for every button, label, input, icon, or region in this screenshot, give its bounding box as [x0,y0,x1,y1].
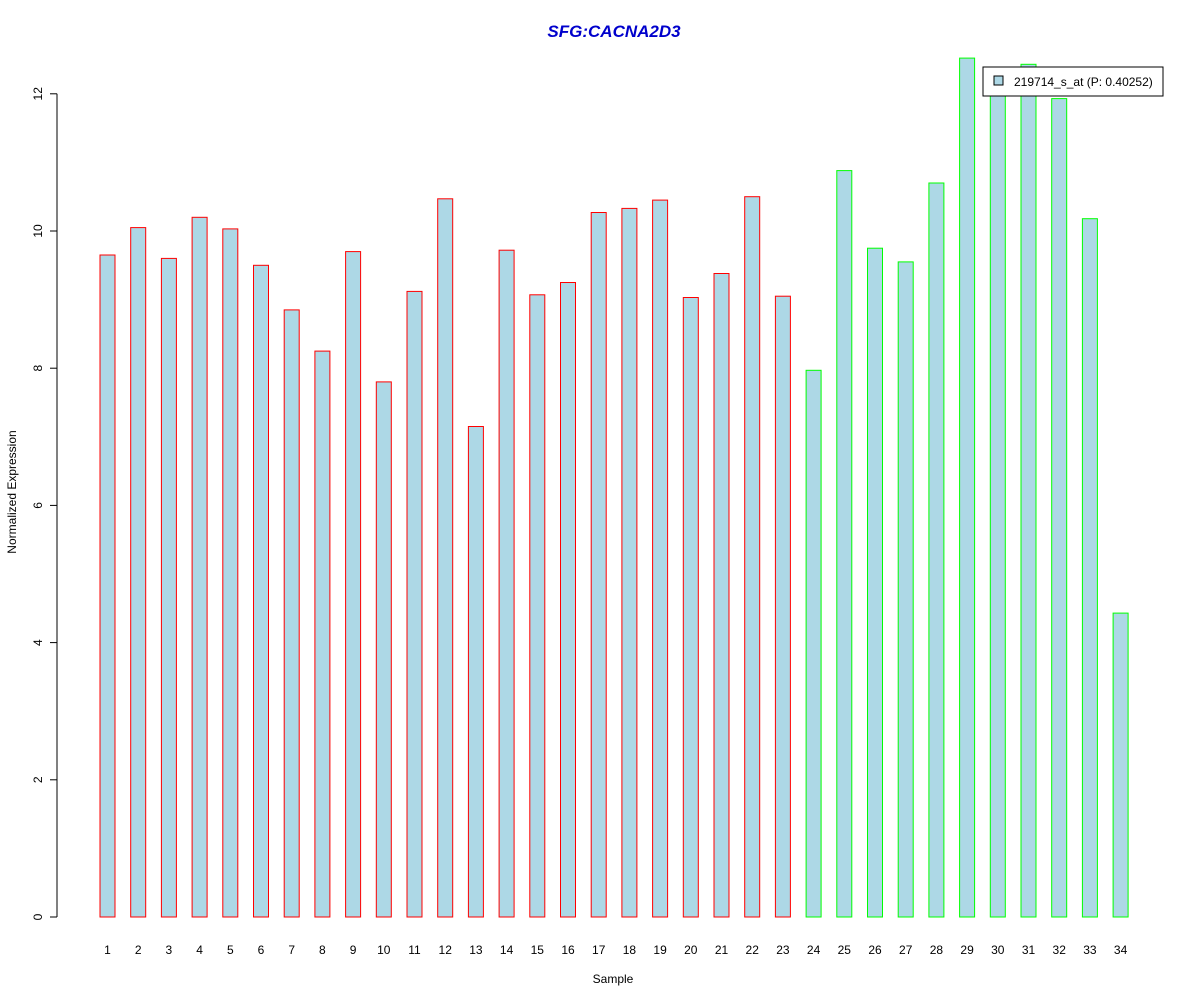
bar [345,251,362,918]
legend-box [982,66,1164,97]
bar [590,212,607,918]
x-axis-tick-label: 22 [746,943,760,957]
bar [253,264,269,918]
bar [682,297,699,918]
bar [652,199,669,918]
bar [560,282,576,918]
bar [805,369,822,918]
bar [529,294,546,918]
x-axis-tick-label: 10 [377,943,391,957]
x-axis-tick-label: 26 [868,943,882,957]
bar [867,247,883,918]
x-axis-tick-label: 31 [1022,943,1036,957]
y-axis: 0 2 4 6 8 10 12 [31,87,58,920]
y-axis-tick-label: 2 [31,776,45,783]
bar [406,290,423,918]
bar [1112,612,1129,918]
x-axis-tick-label: 19 [653,943,667,957]
bar [744,196,761,918]
legend-label: 219714_s_at (P: 0.40252) [1014,75,1153,89]
x-axis-tick-label: 3 [166,943,173,957]
x-axis-tick-label: 7 [288,943,295,957]
x-axis-tick-label: 25 [838,943,852,957]
x-axis-tick-label: 8 [319,943,326,957]
bar [959,57,976,918]
x-axis-tick-label: 6 [258,943,265,957]
x-axis-tick-label: 20 [684,943,698,957]
y-axis-tick-label: 4 [31,639,45,646]
bar [191,216,208,918]
x-axis-tick-label: 24 [807,943,821,957]
bar-series [99,57,1129,918]
x-axis-tick-label: 1 [104,943,111,957]
x-axis-tick-label: 2 [135,943,142,957]
x-axis-tick-label: 21 [715,943,729,957]
x-axis-tick-labels: 1 2 3 4 5 6 7 8 9 10 11 12 13 14 15 16 17 18 19 20 21 22 23 24 2… [104,943,1127,957]
bar [99,254,116,918]
legend-swatch [993,75,1004,86]
x-axis-tick-label: 32 [1053,943,1067,957]
x-axis-tick-label: 18 [623,943,637,957]
bar [1081,218,1098,918]
x-axis-tick-label: 12 [439,943,453,957]
legend: 219714_s_at (P: 0.40252) [982,66,1164,97]
x-axis-tick-label: 9 [350,943,357,957]
y-axis-label: Normalized Expression [5,430,19,553]
bar [897,261,914,918]
y-axis-tick-label: 8 [31,365,45,372]
x-axis-tick-label: 28 [930,943,944,957]
bar [467,426,484,918]
x-axis-tick-label: 5 [227,943,234,957]
bar [314,350,331,918]
x-axis-tick-label: 4 [196,943,203,957]
bar [222,228,239,918]
x-axis-tick-label: 23 [776,943,790,957]
x-axis-label: Sample [593,972,634,986]
bar [283,309,300,918]
x-axis-tick-label: 17 [592,943,606,957]
bar [130,227,147,918]
y-axis-tick-label: 0 [31,913,45,920]
x-axis-tick-label: 33 [1083,943,1097,957]
bar [621,207,638,918]
y-axis-tick-label: 10 [31,224,45,238]
bar [989,89,1006,918]
chart-title: SFG:CACNA2D3 [547,22,681,41]
x-axis-tick-label: 27 [899,943,913,957]
x-axis-tick-label: 13 [469,943,483,957]
bar [928,182,945,918]
x-axis-tick-label: 14 [500,943,514,957]
x-axis-tick-label: 16 [561,943,575,957]
bar [437,198,454,918]
bar [1020,63,1037,918]
bar [1051,98,1068,918]
y-axis-tick-label: 6 [31,502,45,509]
bar [160,257,177,918]
x-axis-tick-label: 15 [531,943,545,957]
x-axis-tick-label: 30 [991,943,1005,957]
bar [774,295,791,918]
x-axis-tick-label: 34 [1114,943,1128,957]
x-axis-tick-label: 29 [960,943,974,957]
bar [713,273,730,918]
bar [375,381,392,918]
y-axis-tick-label: 12 [31,87,45,101]
x-axis-tick-label: 11 [408,943,421,957]
bar [836,170,853,918]
bar [498,249,515,918]
